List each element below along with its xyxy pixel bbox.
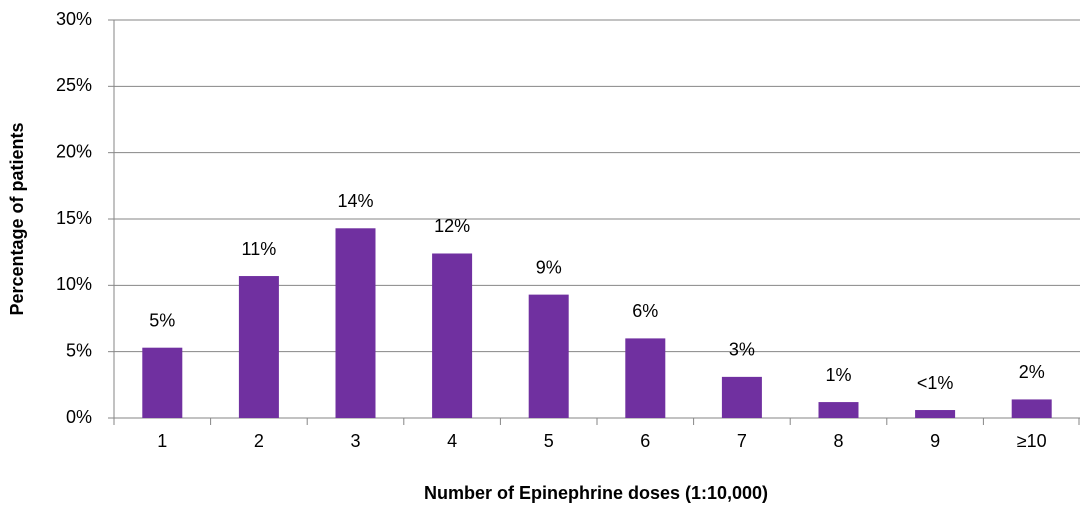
data-label: <1% — [917, 373, 954, 393]
bar — [1011, 399, 1052, 418]
y-tick-label: 25% — [56, 75, 92, 95]
x-tick-label: 8 — [833, 431, 843, 451]
bar — [818, 402, 859, 418]
bar — [335, 228, 376, 418]
data-label: 1% — [825, 365, 851, 385]
y-tick-label: 0% — [66, 407, 92, 427]
x-tick-label: 9 — [930, 431, 940, 451]
y-axis-title: Percentage of patients — [7, 122, 27, 315]
data-label: 9% — [536, 257, 562, 277]
bar — [915, 410, 956, 418]
data-label: 2% — [1019, 362, 1045, 382]
x-tick-label: ≥10 — [1017, 431, 1047, 451]
data-label: 14% — [337, 191, 373, 211]
bar — [142, 347, 183, 418]
bar — [721, 376, 762, 418]
data-label: 6% — [632, 301, 658, 321]
y-tick-label: 10% — [56, 274, 92, 294]
y-tick-label: 5% — [66, 340, 92, 360]
data-label: 5% — [149, 310, 175, 330]
x-tick-label: 2 — [254, 431, 264, 451]
x-tick-label: 5 — [544, 431, 554, 451]
y-tick-label: 20% — [56, 141, 92, 161]
x-tick-label: 7 — [737, 431, 747, 451]
bar — [528, 294, 569, 418]
bar — [625, 338, 666, 418]
y-tick-label: 15% — [56, 208, 92, 228]
y-tick-label: 30% — [56, 9, 92, 29]
data-label: 12% — [434, 216, 470, 236]
data-label: 11% — [242, 239, 277, 259]
x-tick-label: 1 — [157, 431, 167, 451]
data-label: 3% — [729, 340, 755, 360]
bar — [432, 253, 473, 418]
bar — [238, 276, 279, 418]
x-tick-label: 3 — [350, 431, 360, 451]
x-tick-label: 6 — [640, 431, 650, 451]
x-tick-label: 4 — [447, 431, 457, 451]
x-axis-title: Number of Epinephrine doses (1:10,000) — [424, 483, 768, 503]
